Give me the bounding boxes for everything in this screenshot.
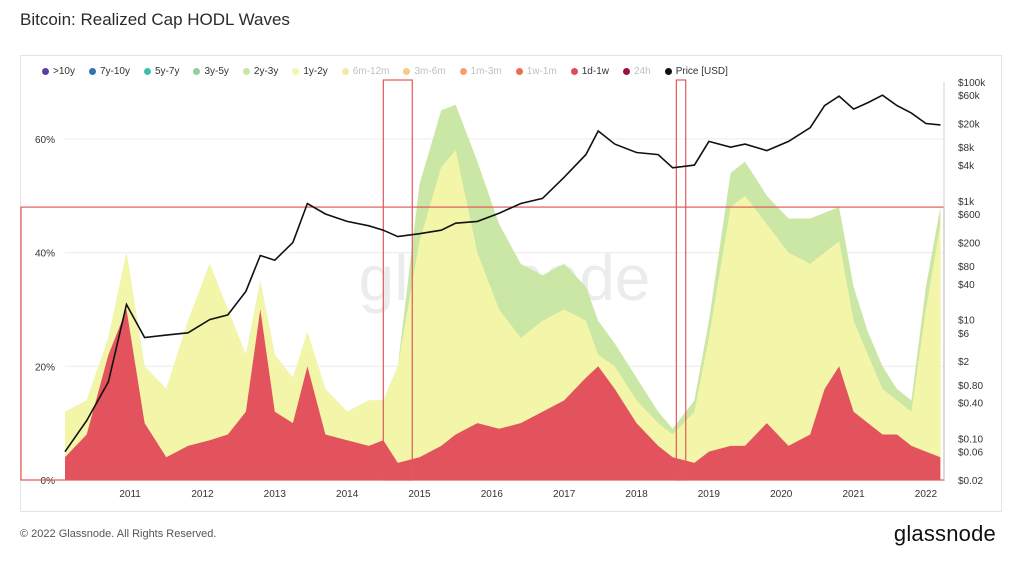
- legend-label: 1m-3m: [470, 65, 502, 77]
- area-series-1y-2y: [65, 150, 941, 480]
- y-right-tick-label: $0.06: [958, 448, 983, 459]
- glassnode-logo: glassnode: [893, 521, 996, 546]
- x-tick-label: 2019: [698, 489, 721, 500]
- y-right-tick-label: $0.10: [958, 434, 983, 445]
- legend-item[interactable]: 6m-12m: [341, 65, 390, 77]
- y-right-tick-label: $4k: [958, 161, 975, 172]
- legend-item[interactable]: 3y-5y: [193, 65, 229, 77]
- legend-swatch: [459, 67, 467, 75]
- y-right-tick-label: $1k: [958, 197, 975, 208]
- y-right-tick-label: $200: [958, 238, 981, 249]
- y-right-tick-label: $0.02: [958, 476, 983, 487]
- area-series-1d-1w: [65, 309, 941, 480]
- legend-item[interactable]: 1m-3m: [459, 65, 502, 77]
- copyright-text: © 2022 Glassnode. All Rights Reserved.: [20, 528, 217, 540]
- chart-legend: >10y 7y-10y 5y-7y 3y-5y 2y-3y 1y-2y 6m-12m 3m-6…: [42, 63, 742, 79]
- legend-swatch: [570, 67, 578, 75]
- legend-swatch: [515, 67, 523, 75]
- y-right-tick-label: $80: [958, 262, 975, 273]
- legend-item[interactable]: 24h: [623, 66, 651, 77]
- legend-item[interactable]: 1w-1m: [515, 65, 557, 77]
- y-right-tick-label: $20k: [958, 120, 981, 131]
- x-tick-label: 2018: [625, 489, 648, 500]
- legend-item[interactable]: 1d-1w: [570, 65, 609, 77]
- legend-swatch: [623, 67, 630, 75]
- x-tick-label: 2011: [119, 489, 141, 500]
- x-tick-label: 2013: [264, 489, 287, 500]
- y-right-tick-label: $8k: [958, 143, 975, 154]
- legend-label: 3m-6m: [414, 65, 446, 77]
- x-tick-label: 2016: [481, 489, 504, 500]
- legend-label: 7y-10y: [99, 65, 130, 77]
- legend-item[interactable]: 3m-6m: [403, 65, 446, 77]
- y-right-tick-label: $600: [958, 210, 981, 221]
- legend-item[interactable]: 7y-10y: [88, 65, 130, 77]
- x-tick-label: 2012: [191, 489, 214, 500]
- y-right-tick-label: $40: [958, 280, 975, 291]
- y-left-tick-label: 60%: [35, 135, 55, 146]
- legend-item[interactable]: Price [USD]: [664, 65, 728, 77]
- x-tick-label: 2017: [553, 489, 576, 500]
- x-tick-label: 2021: [842, 489, 865, 500]
- legend-swatch: [42, 67, 49, 75]
- y-left-tick-label: 20%: [35, 362, 55, 373]
- legend-label: Price [USD]: [675, 65, 728, 77]
- legend-label: 6m-12m: [352, 65, 390, 77]
- legend-swatch: [143, 67, 151, 75]
- legend-label: 1w-1m: [526, 65, 557, 77]
- legend-item[interactable]: >10y: [42, 66, 75, 77]
- legend-label: 1d-1w: [581, 65, 609, 77]
- y-right-tick-label: $0.80: [958, 381, 983, 392]
- price-line: [64, 94, 941, 453]
- x-tick-label: 2022: [915, 489, 938, 500]
- legend-swatch: [664, 67, 672, 75]
- y-right-tick-label: $6: [958, 329, 970, 340]
- legend-label: 2y-3y: [253, 65, 279, 77]
- legend-label: 5y-7y: [154, 65, 180, 77]
- legend-swatch: [292, 67, 300, 75]
- legend-swatch: [88, 67, 96, 75]
- y-right-tick-label: $100k: [958, 78, 986, 89]
- page-title: Bitcoin: Realized Cap HODL Waves: [20, 10, 290, 29]
- legend-label: >10y: [53, 65, 75, 77]
- x-tick-label: 2015: [408, 489, 431, 500]
- legend-label: 24h: [634, 65, 651, 77]
- legend-label: 3y-5y: [204, 65, 229, 77]
- legend-swatch: [242, 67, 250, 75]
- y-right-tick-label: $0.40: [958, 399, 983, 410]
- legend-item[interactable]: 1y-2y: [292, 65, 328, 77]
- legend-item[interactable]: 2y-3y: [242, 65, 279, 77]
- legend-label: 1y-2y: [303, 65, 328, 77]
- x-tick-label: 2020: [770, 489, 793, 500]
- x-tick-label: 2014: [336, 489, 359, 500]
- y-right-tick-label: $60k: [958, 91, 981, 102]
- y-right-tick-label: $10: [958, 316, 975, 327]
- highlight-box: [382, 79, 413, 481]
- legend-swatch: [193, 67, 201, 75]
- legend-swatch: [341, 67, 349, 75]
- legend-item[interactable]: 5y-7y: [143, 65, 180, 77]
- y-left-tick-label: 0%: [41, 476, 56, 487]
- highlight-box: [675, 79, 687, 481]
- y-left-tick-label: 40%: [35, 249, 55, 260]
- legend-swatch: [403, 67, 411, 75]
- y-right-tick-label: $2: [958, 357, 970, 368]
